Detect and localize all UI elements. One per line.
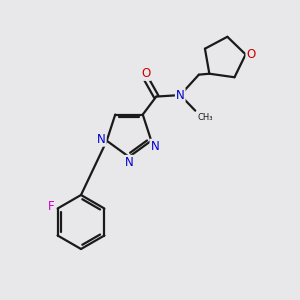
Text: N: N	[176, 88, 184, 102]
Text: N: N	[97, 133, 106, 146]
Text: CH₃: CH₃	[198, 113, 213, 122]
Text: O: O	[141, 67, 150, 80]
Text: F: F	[48, 200, 54, 214]
Text: N: N	[151, 140, 159, 153]
Text: O: O	[246, 48, 256, 61]
Text: N: N	[125, 156, 134, 169]
